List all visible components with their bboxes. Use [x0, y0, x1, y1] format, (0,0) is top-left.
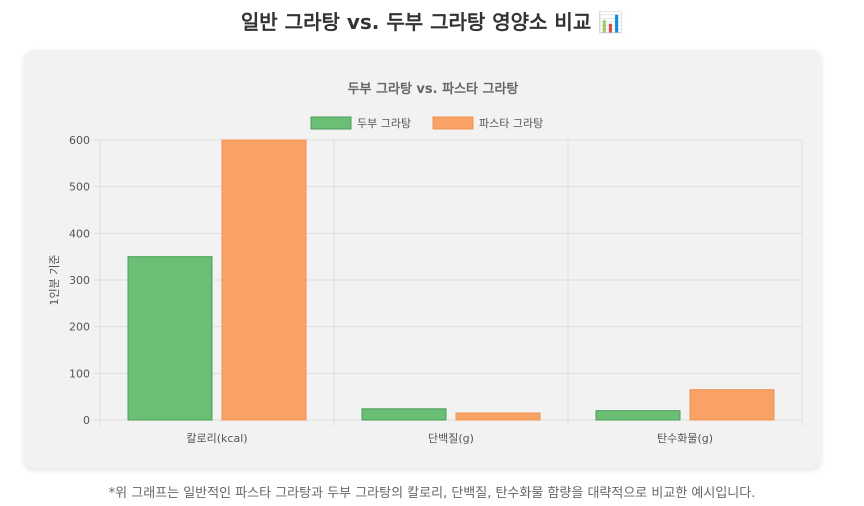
y-axis-label: 1인분 기준	[48, 255, 61, 306]
legend-swatch-1	[310, 116, 352, 130]
y-tick-label: 400	[69, 227, 90, 240]
bar-tofu-3	[595, 410, 681, 421]
legend-label-1: 두부 그라탕	[357, 117, 411, 130]
x-tick-label: 칼로리(kcal)	[186, 432, 247, 445]
page-title: 일반 그라탕 vs. 두부 그라탕 영양소 비교 📊	[240, 10, 624, 34]
y-tick-label: 100	[69, 367, 90, 380]
y-tick-label: 300	[69, 274, 90, 287]
bar-tofu-1	[127, 256, 213, 421]
legend-label-2: 파스타 그라탕	[479, 117, 543, 130]
bar-pasta-3	[689, 389, 775, 421]
chart-title: 두부 그라탕 vs. 파스타 그라탕	[348, 81, 519, 97]
y-tick-label: 500	[69, 181, 90, 194]
x-tick-label: 탄수화물(g)	[657, 432, 713, 445]
bar-tofu-2	[361, 408, 447, 421]
y-tick-label: 600	[69, 134, 90, 147]
chart-footnote: *위 그래프는 일반적인 파스타 그라탕과 두부 그라탕의 칼로리, 단백질, …	[108, 486, 756, 501]
legend-swatch-2	[432, 116, 474, 130]
bar-pasta-2	[455, 412, 541, 421]
bar-pasta-1	[221, 139, 307, 421]
y-tick-label: 200	[69, 321, 90, 334]
x-tick-label: 단백질(g)	[428, 432, 474, 445]
y-tick-label: 0	[83, 414, 90, 427]
